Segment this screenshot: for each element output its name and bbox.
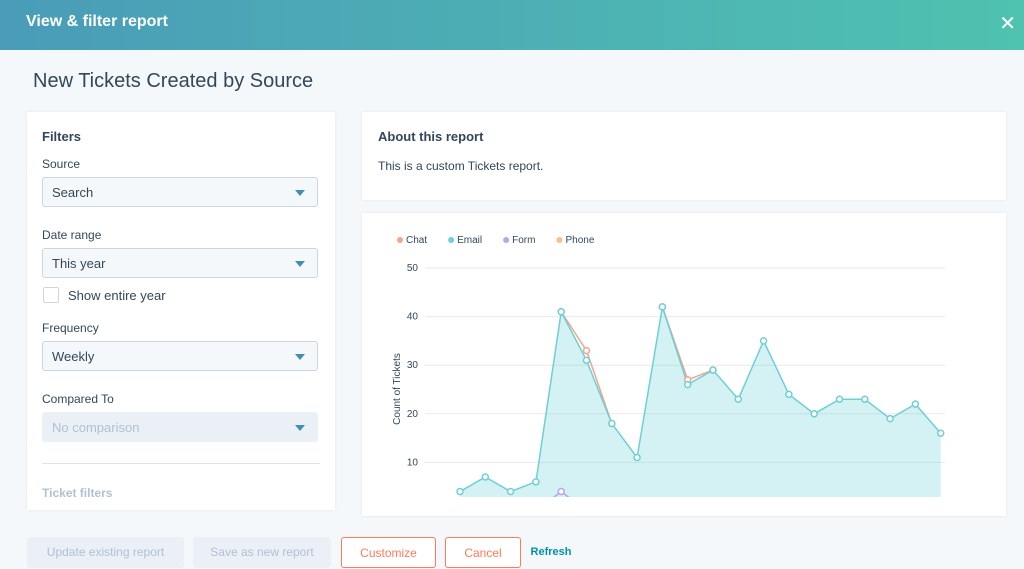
y-axis-label: Count of Tickets	[392, 353, 403, 425]
area	[460, 306, 941, 497]
checkbox[interactable]	[43, 287, 59, 303]
about-text: This is a custom Tickets report.	[378, 159, 544, 173]
legend-marker	[448, 237, 455, 243]
checkbox-label[interactable]: Show entire year	[68, 288, 166, 303]
refresh-link[interactable]: Refresh	[530, 546, 572, 558]
date-range-select[interactable]: This year	[42, 248, 318, 278]
legend-label: Form	[512, 235, 535, 246]
update-button[interactable]: Update existing report	[27, 537, 184, 568]
point	[557, 307, 565, 316]
point	[936, 429, 945, 437]
legend-marker	[503, 237, 510, 243]
compared-select: No comparison	[42, 412, 318, 442]
label: Frequency	[42, 321, 99, 335]
point	[584, 508, 590, 514]
legend-marker	[556, 237, 563, 243]
point	[557, 487, 565, 496]
label: Source	[42, 157, 81, 171]
point	[835, 395, 844, 403]
point	[683, 380, 692, 389]
filters-card: Filters Source Search Date range This ye…	[27, 112, 335, 510]
chart: Count of Tickets 10 20 30 40 50 Chat Email Form…	[392, 235, 945, 514]
source-select[interactable]: Search	[42, 177, 318, 207]
point	[785, 390, 793, 399]
about-title: About this report	[378, 129, 484, 144]
point	[608, 419, 616, 428]
y-tick-label: 50	[407, 263, 419, 274]
chart-card: Count of Tickets 10 20 30 40 50 Chat Email Form…	[362, 213, 1006, 516]
point	[582, 346, 591, 355]
y-tick-label: 20	[407, 409, 419, 420]
legend-label: Phone	[565, 235, 594, 246]
customize-button[interactable]: Customize	[341, 537, 436, 568]
legend-marker	[397, 237, 403, 243]
ticket-filters: Ticket filters	[42, 486, 113, 500]
about-card: About this report This is a custom Ticke…	[362, 112, 1006, 200]
y-tick-label: 30	[407, 360, 419, 371]
frequency-select[interactable]: Weekly	[42, 341, 318, 371]
point	[532, 478, 540, 486]
point	[886, 414, 894, 423]
line	[459, 306, 942, 493]
legend-label: Chat	[406, 235, 427, 246]
legend-label: Email	[457, 235, 482, 246]
point	[734, 395, 743, 403]
divider	[42, 463, 320, 464]
save-button[interactable]: Save as new report	[193, 537, 331, 568]
header: View & filter report ✕	[0, 0, 1024, 50]
point	[658, 303, 667, 311]
point	[759, 337, 768, 345]
page-title: New Tickets Created by Source	[33, 70, 314, 92]
header-title: View & filter report	[26, 13, 168, 30]
point	[582, 356, 591, 365]
plot	[425, 267, 945, 514]
y-tick-label: 10	[407, 457, 419, 468]
point	[633, 453, 641, 462]
filters-title: Filters	[42, 129, 82, 144]
label: Date range	[42, 228, 102, 242]
point	[810, 410, 818, 418]
point	[911, 400, 920, 408]
point	[709, 366, 717, 374]
close-button[interactable]: ✕	[999, 13, 1016, 35]
point	[481, 473, 490, 481]
y-tick-label: 40	[407, 312, 419, 323]
point	[861, 395, 869, 403]
point	[456, 487, 464, 496]
point	[533, 508, 539, 514]
point	[506, 487, 515, 496]
label: Compared To	[42, 392, 114, 406]
cancel-button[interactable]: Cancel	[445, 537, 521, 568]
